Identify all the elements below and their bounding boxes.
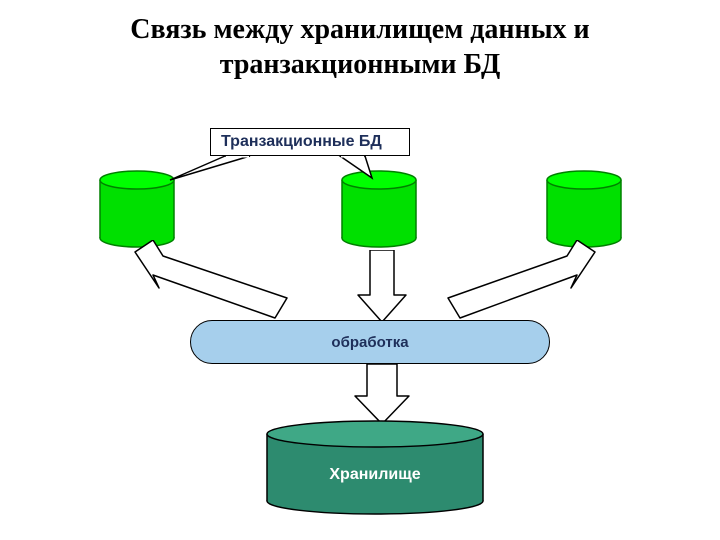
processing-label: обработка [331, 334, 408, 351]
storage-label: Хранилище [265, 466, 485, 484]
storage-cylinder: Хранилище [265, 420, 485, 515]
transactional-db-text: Транзакционные БД [221, 133, 382, 150]
processing-pill: обработка [190, 320, 550, 364]
transactional-db-label: Транзакционные БД [210, 128, 410, 156]
diagram-stage: Транзакционные БД обработка [0, 0, 720, 540]
